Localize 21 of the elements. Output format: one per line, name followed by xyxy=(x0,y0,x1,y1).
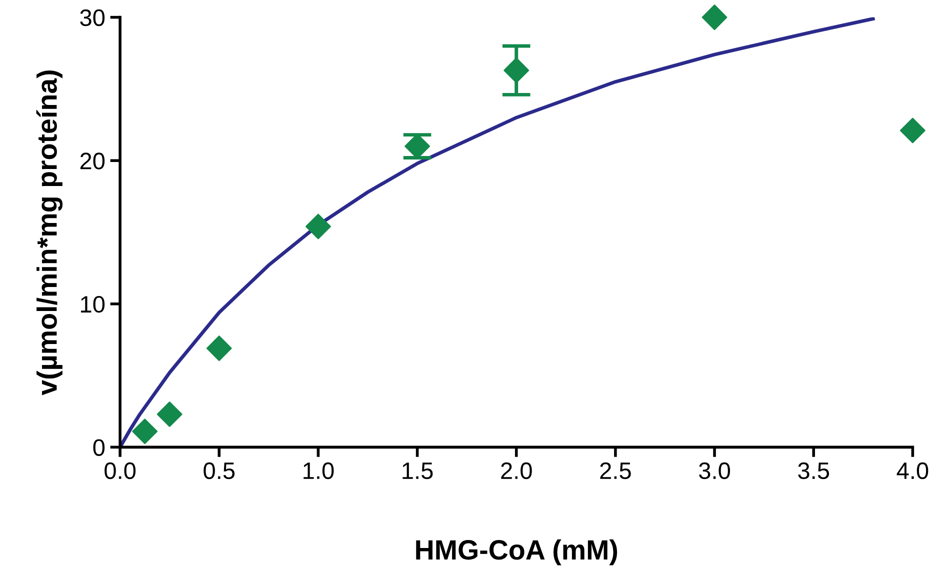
x-tick-label: 2.0 xyxy=(501,462,532,480)
y-tick-label: 20 xyxy=(80,152,105,170)
y-axis-title: v(µmol/min*mg proteína) xyxy=(36,70,63,396)
x-tick-label: 1.5 xyxy=(402,462,433,480)
y-tick-label: 0 xyxy=(93,439,105,456)
x-tick-label: 2.5 xyxy=(600,462,631,480)
point xyxy=(156,401,182,427)
x-tick-label: 0.0 xyxy=(104,462,136,480)
x-tick-label: 1.0 xyxy=(304,462,334,480)
y-tick-label: 10 xyxy=(81,296,105,313)
point xyxy=(702,4,728,30)
point xyxy=(305,214,331,240)
point xyxy=(206,336,232,362)
y-tick-label: 30 xyxy=(80,9,105,26)
x-tick-label: 4.0 xyxy=(896,462,928,480)
x-tick-label: 3.5 xyxy=(798,462,830,480)
x-axis-title: HMG-CoA (mM) xyxy=(416,539,618,566)
x-tick-label: 3.0 xyxy=(699,462,730,480)
x-tick-label: 0.5 xyxy=(204,462,235,480)
point xyxy=(900,118,926,144)
point xyxy=(132,418,158,444)
